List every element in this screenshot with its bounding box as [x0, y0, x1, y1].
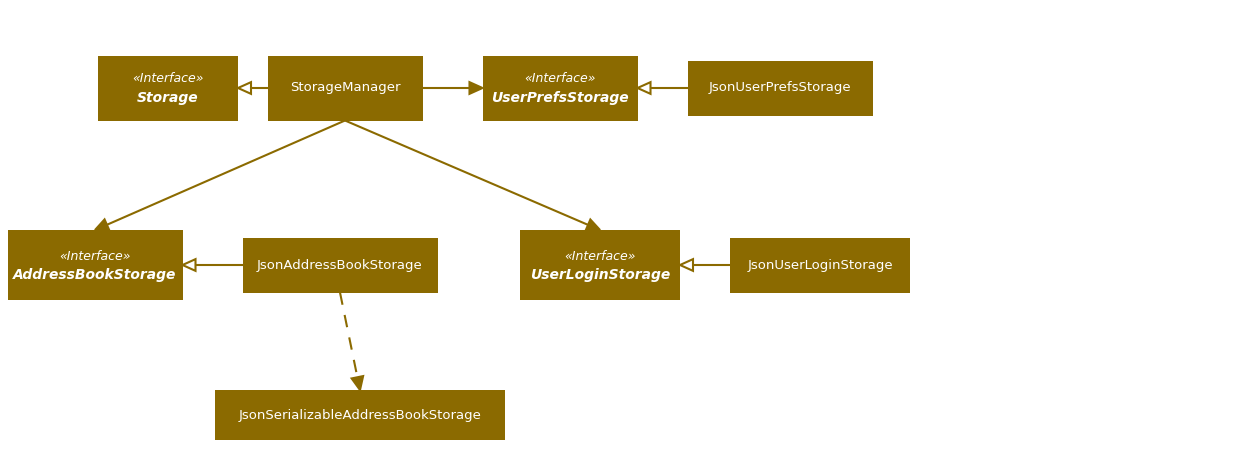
Text: «Interface»: «Interface»: [525, 73, 596, 86]
FancyBboxPatch shape: [730, 238, 910, 293]
Text: JsonUserPrefsStorage: JsonUserPrefsStorage: [709, 81, 851, 94]
Text: StorageManager: StorageManager: [289, 81, 401, 94]
Polygon shape: [586, 219, 600, 230]
Polygon shape: [470, 82, 482, 94]
FancyBboxPatch shape: [482, 56, 637, 120]
Text: UserLoginStorage: UserLoginStorage: [530, 268, 670, 282]
FancyBboxPatch shape: [687, 61, 873, 115]
FancyBboxPatch shape: [520, 230, 680, 300]
Polygon shape: [637, 82, 651, 94]
Polygon shape: [238, 82, 250, 94]
FancyBboxPatch shape: [98, 56, 238, 120]
Text: UserPrefsStorage: UserPrefsStorage: [491, 91, 629, 105]
FancyBboxPatch shape: [8, 230, 183, 300]
Text: JsonSerializableAddressBookStorage: JsonSerializableAddressBookStorage: [239, 408, 482, 421]
Polygon shape: [352, 376, 363, 390]
Text: «Interface»: «Interface»: [59, 250, 130, 263]
Text: AddressBookStorage: AddressBookStorage: [14, 268, 177, 282]
FancyBboxPatch shape: [268, 56, 422, 120]
Text: «Interface»: «Interface»: [133, 73, 204, 86]
Polygon shape: [95, 219, 109, 230]
Polygon shape: [183, 259, 195, 271]
FancyBboxPatch shape: [215, 390, 505, 440]
Text: JsonUserLoginStorage: JsonUserLoginStorage: [747, 258, 893, 271]
FancyBboxPatch shape: [243, 238, 437, 293]
Text: JsonAddressBookStorage: JsonAddressBookStorage: [257, 258, 423, 271]
Text: Storage: Storage: [138, 91, 199, 105]
Polygon shape: [680, 259, 694, 271]
Text: «Interface»: «Interface»: [565, 250, 636, 263]
